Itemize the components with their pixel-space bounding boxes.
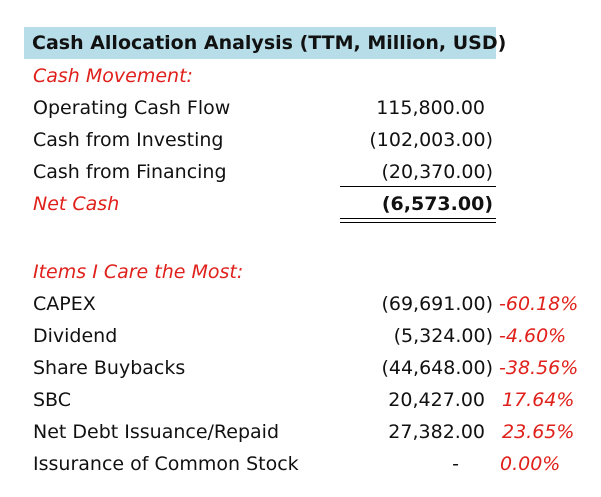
row-value: 27,382.00 bbox=[388, 421, 485, 443]
row-label: Share Buybacks bbox=[33, 357, 186, 379]
row-percent: 0.00% bbox=[500, 453, 561, 475]
cash-movement-header: Cash Movement: bbox=[33, 65, 193, 87]
row-label: Cash from Financing bbox=[33, 161, 227, 183]
row-percent: -38.56% bbox=[499, 357, 579, 379]
table-row: Operating Cash Flow 115,800.00 bbox=[0, 93, 601, 123]
row-value: 115,800.00 bbox=[376, 97, 485, 119]
table-row: SBC 20,427.00 17.64% bbox=[0, 385, 601, 415]
row-value: (44,648.00) bbox=[381, 357, 493, 379]
items-header: Items I Care the Most: bbox=[33, 261, 244, 283]
table-row: Net Debt Issuance/Repaid 27,382.00 23.65… bbox=[0, 417, 601, 447]
net-cash-label: Net Cash bbox=[33, 193, 120, 215]
cash-movement-header-row: Cash Movement: bbox=[0, 61, 601, 91]
table-row: Cash from Investing (102,003.00) bbox=[0, 125, 601, 155]
row-value: (69,691.00) bbox=[381, 293, 493, 315]
net-cash-row: Net Cash (6,573.00) bbox=[0, 189, 601, 219]
row-label: Operating Cash Flow bbox=[33, 97, 231, 119]
row-label: SBC bbox=[33, 389, 72, 411]
row-value: 20,427.00 bbox=[388, 389, 485, 411]
row-value: (20,370.00) bbox=[381, 161, 493, 183]
row-label: Net Debt Issuance/Repaid bbox=[33, 421, 280, 443]
table-row: Issurance of Common Stock - 0.00% bbox=[0, 449, 601, 479]
row-percent: 23.65% bbox=[502, 421, 575, 443]
table-row: Dividend (5,324.00) -4.60% bbox=[0, 321, 601, 351]
net-cash-value: (6,573.00) bbox=[381, 193, 493, 215]
table-row: Share Buybacks (44,648.00) -38.56% bbox=[0, 353, 601, 383]
row-label: Dividend bbox=[33, 325, 118, 347]
total-double-rule bbox=[340, 218, 496, 223]
row-value: (5,324.00) bbox=[393, 325, 493, 347]
row-label: Issurance of Common Stock bbox=[33, 453, 299, 475]
row-value: - bbox=[452, 453, 459, 475]
row-percent: -60.18% bbox=[499, 293, 579, 315]
items-header-row: Items I Care the Most: bbox=[0, 257, 601, 287]
subtotal-rule bbox=[340, 186, 496, 187]
row-value: (102,003.00) bbox=[369, 129, 493, 151]
table-row: Cash from Financing (20,370.00) bbox=[0, 157, 601, 187]
row-label: CAPEX bbox=[33, 293, 96, 315]
sheet-title: Cash Allocation Analysis (TTM, Million, … bbox=[32, 32, 507, 54]
table-row: CAPEX (69,691.00) -60.18% bbox=[0, 289, 601, 319]
row-percent: -4.60% bbox=[499, 325, 567, 347]
row-label: Cash from Investing bbox=[33, 129, 224, 151]
title-cell-fill bbox=[24, 27, 496, 59]
row-percent: 17.64% bbox=[502, 389, 575, 411]
